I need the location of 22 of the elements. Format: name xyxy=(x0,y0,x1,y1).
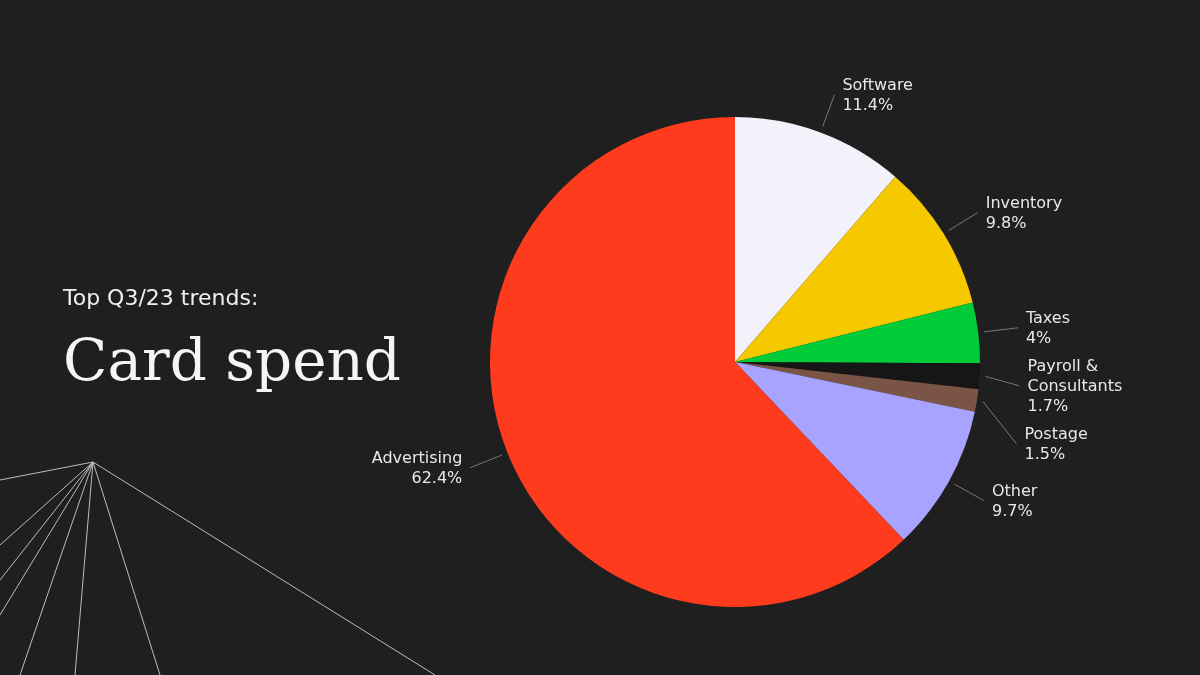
data-label: 62.4% xyxy=(411,467,463,487)
data-label: 9.8% xyxy=(985,212,1027,232)
slice-label: Advertising xyxy=(371,447,463,467)
pie-slice xyxy=(490,117,904,607)
slice-label: Other xyxy=(992,480,1038,500)
data-label: 11.4% xyxy=(842,94,894,114)
data-label: 4% xyxy=(1025,327,1052,347)
pie-slice xyxy=(735,117,896,362)
slice-label: Software xyxy=(842,74,913,94)
slice-label: Taxes xyxy=(1024,307,1071,327)
slice-label: Payroll & Consultants xyxy=(1027,355,1123,395)
text: Card spend xyxy=(63,326,401,394)
slice-label: Postage xyxy=(1024,423,1088,443)
data-label: 9.7% xyxy=(992,500,1033,520)
pie-slice xyxy=(735,362,975,540)
slice-label: Inventory xyxy=(985,192,1063,212)
pie-slice xyxy=(735,302,980,364)
text: Top Q3/23 trends: xyxy=(62,285,259,310)
pie-slice xyxy=(735,362,979,412)
data-label: 1.7% xyxy=(1027,395,1069,415)
pie-slice xyxy=(735,176,973,362)
data-label: 1.5% xyxy=(1024,443,1066,463)
